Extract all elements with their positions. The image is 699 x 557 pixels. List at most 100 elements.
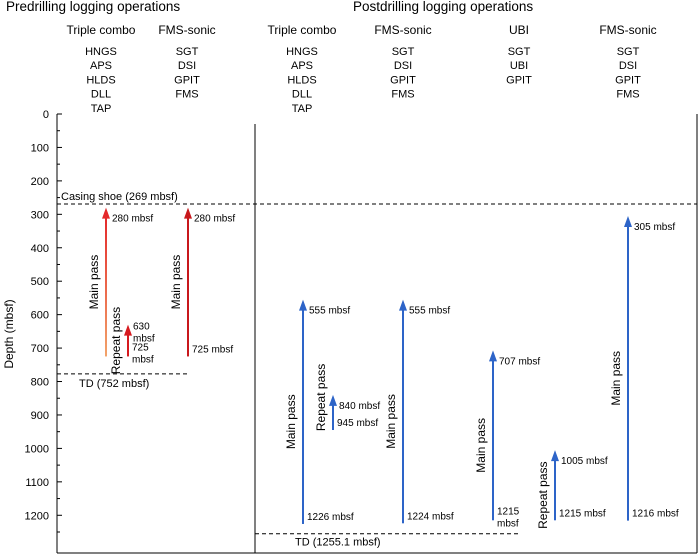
tool-string-columns: Triple combo HNGS APS HLDS DLL TAP FMS-sonic SG… — [67, 23, 657, 115]
pass-top-depth: 630 mbsf — [133, 322, 155, 345]
pass-shaft — [105, 216, 107, 357]
pass-top-depth: 707 mbsf — [499, 356, 540, 367]
pass-arrowhead — [329, 394, 337, 406]
pass-bottom-depth: 1226 mbsf — [307, 512, 354, 523]
pass-arrowhead — [399, 299, 407, 311]
pass-shaft — [187, 216, 189, 357]
pass-post-fms2-main: Main pass 305 mbsf 1216 mbsf — [609, 215, 679, 521]
tick-label: 400 — [31, 243, 49, 255]
tick-label: 1100 — [25, 477, 49, 489]
pass-top-depth: 555 mbsf — [409, 306, 450, 317]
tool-name: DSI — [178, 60, 196, 72]
pass-arrowhead — [551, 450, 559, 462]
depth-axis: 0 100 200 300 400 500 600 700 800 900 1000 1100 1200 — [25, 109, 62, 533]
tool-string-name: Triple combo — [268, 23, 337, 37]
pass-arrowhead — [624, 215, 632, 227]
pass-arrowhead — [124, 324, 132, 336]
tool-string-1: Triple combo HNGS APS HLDS DLL TAP — [67, 23, 136, 115]
pass-bottom-depth: 945 mbsf — [337, 418, 378, 429]
pass-post-tc-main: Main pass 555 mbsf 1226 mbsf — [284, 299, 354, 524]
pass-post-tc-repeat: Repeat pass 840 mbsf 945 mbsf — [314, 364, 380, 431]
pass-pre-tc-main: Main pass 280 mbsf — [87, 207, 153, 357]
pass-label: Repeat pass — [314, 364, 328, 431]
label-line: 630 — [133, 322, 150, 333]
pass-top-depth: 280 mbsf — [112, 214, 153, 225]
tick-label: 0 — [43, 109, 49, 121]
tool-name: APS — [291, 60, 313, 72]
tool-name: GPIT — [615, 74, 641, 86]
tick-label: 800 — [31, 377, 49, 389]
pass-shaft — [492, 359, 494, 521]
pass-bottom-depth: 1215 mbsf — [497, 506, 520, 529]
predrilling-header: Predrilling logging operations — [6, 0, 180, 14]
pass-bottom-depth: 1215 mbsf — [559, 508, 606, 519]
pass-label: Main pass — [169, 255, 183, 310]
pass-shaft — [127, 333, 129, 357]
casing-shoe-label: Casing shoe (269 mbsf) — [61, 191, 178, 203]
pass-top-depth: 305 mbsf — [634, 222, 675, 233]
td-postdrilling-label: TD (1255.1 mbsf) — [295, 537, 381, 549]
pass-label: Main pass — [284, 394, 298, 449]
tool-name: SGT — [508, 46, 531, 58]
tick-label: 100 — [31, 142, 49, 154]
tool-name: FMS — [175, 89, 198, 101]
tool-string-4: FMS-sonic SGT DSI GPIT FMS — [374, 23, 431, 101]
pass-bottom-depth: 1216 mbsf — [632, 509, 679, 520]
label-line: mbsf — [133, 334, 155, 345]
pass-shaft — [627, 224, 629, 521]
pass-bottom-depth: 725 mbsf — [132, 342, 154, 365]
pass-arrowhead — [184, 207, 192, 219]
pass-pre-fms-main: Main pass 280 mbsf 725 mbsf — [169, 207, 235, 357]
tool-name: DSI — [619, 60, 637, 72]
pass-shaft — [554, 459, 556, 521]
tool-string-name: FMS-sonic — [158, 23, 215, 37]
tool-string-name: Triple combo — [67, 23, 136, 37]
pass-shaft — [332, 403, 334, 431]
tick-label: 500 — [31, 276, 49, 288]
tool-name: DSI — [394, 60, 412, 72]
label-line: 725 — [132, 342, 149, 353]
tool-string-6: FMS-sonic SGT DSI GPIT FMS — [599, 23, 656, 101]
tool-name: SGT — [617, 46, 640, 58]
tool-string-name: FMS-sonic — [374, 23, 431, 37]
pass-label: Main pass — [384, 394, 398, 449]
tool-string-name: FMS-sonic — [599, 23, 656, 37]
pass-label: Main pass — [87, 255, 101, 310]
tool-name: TAP — [292, 103, 313, 115]
pass-arrowhead — [102, 207, 110, 219]
tick-label: 1200 — [25, 510, 49, 522]
pass-label: Repeat pass — [536, 461, 550, 528]
tool-name: HLDS — [287, 74, 316, 86]
label-line: 1215 — [497, 506, 520, 517]
label-line: mbsf — [132, 354, 154, 365]
tool-name: FMS — [391, 89, 414, 101]
tool-name: DLL — [91, 89, 111, 101]
tool-name: APS — [90, 60, 112, 72]
pass-top-depth: 1005 mbsf — [561, 456, 608, 467]
pass-arrowhead — [299, 299, 307, 311]
pass-arrowhead — [489, 350, 497, 362]
label-line: mbsf — [497, 518, 519, 529]
tool-name: TAP — [91, 103, 112, 115]
tool-name: SGT — [392, 46, 415, 58]
tick-label: 600 — [31, 310, 49, 322]
tool-string-5: UBI SGT UBI GPIT — [506, 23, 532, 86]
tick-label: 300 — [31, 209, 49, 221]
tick-label: 1000 — [25, 443, 49, 455]
pass-post-ubi-main: Main pass 707 mbsf 1215 mbsf — [474, 350, 540, 529]
tool-string-2: FMS-sonic SGT DSI GPIT FMS — [158, 23, 215, 101]
tick-label: 900 — [31, 410, 49, 422]
pass-bottom-depth: 725 mbsf — [192, 344, 233, 355]
tool-name: SGT — [176, 46, 199, 58]
pass-top-depth: 555 mbsf — [309, 306, 350, 317]
pass-shaft — [302, 308, 304, 524]
pass-top-depth: 280 mbsf — [194, 214, 235, 225]
tool-name: GPIT — [506, 74, 532, 86]
tick-label: 200 — [31, 176, 49, 188]
pass-post-fms2-repeat: Repeat pass 1005 mbsf 1215 mbsf — [536, 450, 608, 529]
pass-post-fms1-main: Main pass 555 mbsf 1224 mbsf — [384, 299, 454, 524]
tool-name: GPIT — [174, 74, 200, 86]
depth-axis-label: Depth (mbsf) — [2, 299, 16, 368]
